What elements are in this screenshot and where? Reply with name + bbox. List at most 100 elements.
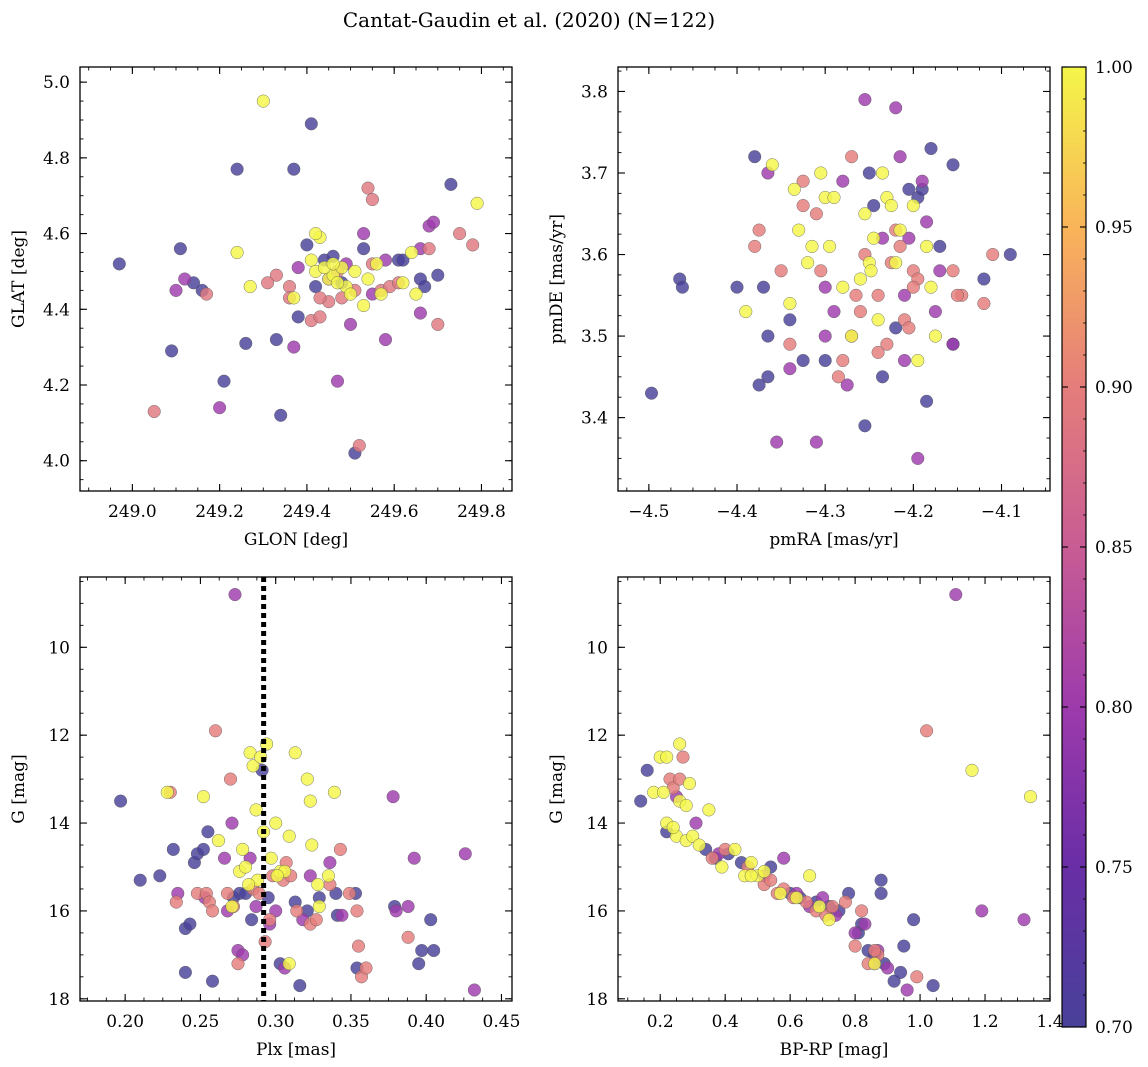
data-point	[169, 895, 183, 909]
data-point	[757, 280, 771, 294]
data-point	[897, 939, 911, 953]
axes-frame	[617, 66, 1051, 492]
data-point	[270, 869, 284, 883]
x-tick-label: 0.25	[181, 1012, 219, 1032]
data-point	[946, 337, 960, 351]
axes-frame	[617, 576, 1051, 1002]
data-point	[153, 869, 167, 883]
data-point	[689, 816, 703, 830]
data-point	[335, 908, 349, 922]
x-tick-label: −4.4	[716, 502, 757, 522]
data-point	[894, 965, 908, 979]
y-tick-label: 4.0	[43, 452, 70, 472]
data-point	[401, 900, 415, 914]
data-point	[933, 264, 947, 278]
data-point	[287, 291, 301, 305]
data-point	[199, 287, 213, 301]
y-tick-label: 18	[586, 990, 608, 1010]
data-point	[223, 772, 237, 786]
data-point	[748, 150, 762, 164]
data-point	[291, 310, 305, 324]
data-point	[331, 276, 345, 290]
data-point	[160, 785, 174, 799]
data-point	[809, 207, 823, 221]
data-point	[361, 181, 375, 195]
data-point	[269, 333, 283, 347]
data-point	[217, 851, 231, 865]
data-point	[645, 386, 659, 400]
data-point	[686, 829, 700, 843]
data-point	[825, 900, 839, 914]
data-point	[274, 408, 288, 422]
data-point	[675, 280, 689, 294]
colorbar: 0.70 0.75 0.80 0.85 0.90 0.95 1.00	[1061, 58, 1133, 1038]
data-point	[814, 264, 828, 278]
data-point	[774, 264, 788, 278]
data-point	[396, 276, 410, 290]
data-point	[777, 851, 791, 865]
x-tick-label: 0.8	[842, 1012, 869, 1032]
y-tick-label: 18	[48, 990, 70, 1010]
data-point	[264, 851, 278, 865]
data-point	[342, 886, 356, 900]
data-point	[827, 190, 841, 204]
y-axis-label: G [mag]	[547, 754, 567, 823]
data-point	[165, 344, 179, 358]
data-point	[902, 182, 916, 196]
data-point	[889, 101, 903, 115]
data-point	[906, 280, 920, 294]
data-point	[283, 280, 297, 294]
colorbar-tick-label: 0.70	[1095, 1018, 1133, 1038]
data-point	[243, 280, 257, 294]
data-point	[228, 588, 242, 602]
data-point	[752, 378, 766, 392]
data-point	[413, 306, 427, 320]
data-point	[849, 288, 863, 302]
data-point	[201, 825, 215, 839]
data-point	[205, 904, 219, 918]
data-point	[836, 354, 850, 368]
data-point	[379, 333, 393, 347]
data-point	[666, 820, 680, 834]
data-point	[309, 280, 323, 294]
data-point	[783, 362, 797, 376]
x-tick-label: 0.6	[777, 1012, 804, 1032]
y-axis-label: pmDE [mas/yr]	[547, 214, 567, 344]
data-point	[924, 280, 938, 294]
data-point	[783, 337, 797, 351]
data-point	[902, 321, 916, 335]
data-point	[312, 900, 326, 914]
data-point	[352, 439, 366, 453]
data-point	[702, 803, 716, 817]
data-point	[409, 287, 423, 301]
data-point	[350, 904, 364, 918]
data-point	[359, 961, 373, 975]
data-point	[291, 261, 305, 275]
data-point	[889, 321, 903, 335]
data-point	[389, 904, 403, 918]
data-point	[757, 864, 771, 878]
data-point	[657, 785, 671, 799]
data-point	[748, 239, 762, 253]
data-point	[744, 856, 758, 870]
data-point	[805, 239, 819, 253]
data-point	[300, 772, 314, 786]
data-point	[305, 838, 319, 852]
data-point	[269, 268, 283, 282]
colorbar-tick-label: 0.75	[1095, 858, 1133, 878]
data-point	[876, 166, 890, 180]
data-point	[213, 401, 227, 415]
data-point	[812, 900, 826, 914]
data-point	[796, 174, 810, 188]
data-point	[728, 842, 742, 856]
data-point	[205, 974, 219, 988]
data-point	[427, 215, 441, 229]
data-point	[773, 886, 787, 900]
x-tick-label: 1.2	[972, 1012, 999, 1032]
y-tick-label: 4.4	[43, 300, 70, 320]
data-point	[853, 272, 867, 286]
data-point	[845, 329, 859, 343]
data-point	[730, 280, 744, 294]
data-point	[458, 847, 472, 861]
y-tick-label: 12	[48, 726, 70, 746]
